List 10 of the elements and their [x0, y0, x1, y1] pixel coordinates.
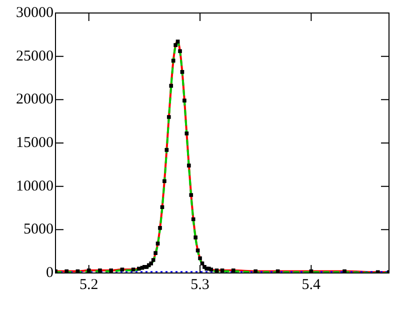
- y-tick-label: 0: [46, 264, 54, 281]
- y-tick-label: 25000: [16, 48, 54, 64]
- y-tick-label: 5000: [24, 222, 54, 238]
- y-tick-label: 20000: [16, 92, 54, 108]
- x-tick-label: 5.2: [79, 276, 98, 293]
- y-tick-label: 10000: [16, 178, 54, 194]
- y-tick-label: 15000: [16, 134, 54, 151]
- x-tick-label: 5.4: [302, 276, 322, 293]
- y-tick-label: 30000: [16, 4, 54, 21]
- x-tick-label: 5.3: [190, 276, 210, 293]
